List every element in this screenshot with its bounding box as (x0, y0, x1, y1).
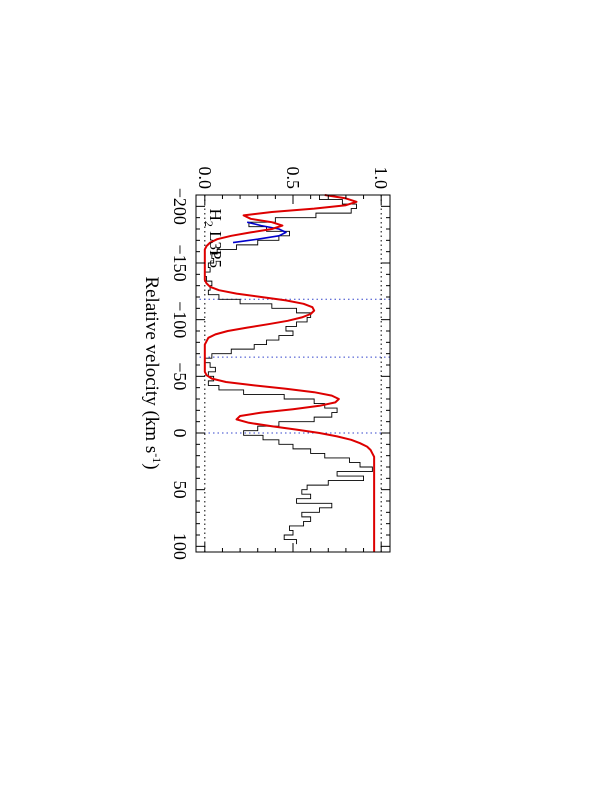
series-0-histogram (204, 195, 373, 545)
annotation-text: H (206, 209, 225, 221)
annotation-subscript: 2 (202, 221, 216, 227)
y-tick-label-1: 0.5 (283, 167, 303, 190)
series-1-line (232, 221, 287, 244)
x-tick-label-6: 100 (170, 533, 190, 560)
y-tick-label-2: 1.0 (371, 167, 391, 190)
x-tick-label-2: −100 (170, 301, 190, 338)
x-axis-label-close: ) (141, 463, 162, 469)
x-axis-label-main: Relative velocity (km s (141, 276, 162, 453)
plot-rotation: −200 −150 −100 −50 0 50 100 0.0 0.5 1.0 H2 L3P5 R… (141, 167, 391, 560)
x-tick-label-0: −200 (170, 188, 190, 225)
annotation-suffix: L3P5 (206, 227, 225, 268)
x-axis-label: Relative velocity (km s-1) (141, 276, 164, 469)
x-tick-label-5: 50 (170, 481, 190, 499)
x-tick-label-3: −50 (170, 362, 190, 390)
y-tick-label-0: 0.0 (195, 167, 215, 190)
x-tick-label-4: 0 (170, 429, 190, 438)
tick-labels: −200 −150 −100 −50 0 50 100 0.0 0.5 1.0 (170, 167, 391, 560)
series-2-line (203, 194, 376, 552)
x-axis-label-sup: -1 (150, 453, 164, 463)
annotation-label: H2 L3P5 (202, 209, 225, 268)
x-tick-label-1: −150 (170, 244, 190, 281)
series-layer (203, 194, 376, 552)
axis-ticks (196, 195, 390, 552)
